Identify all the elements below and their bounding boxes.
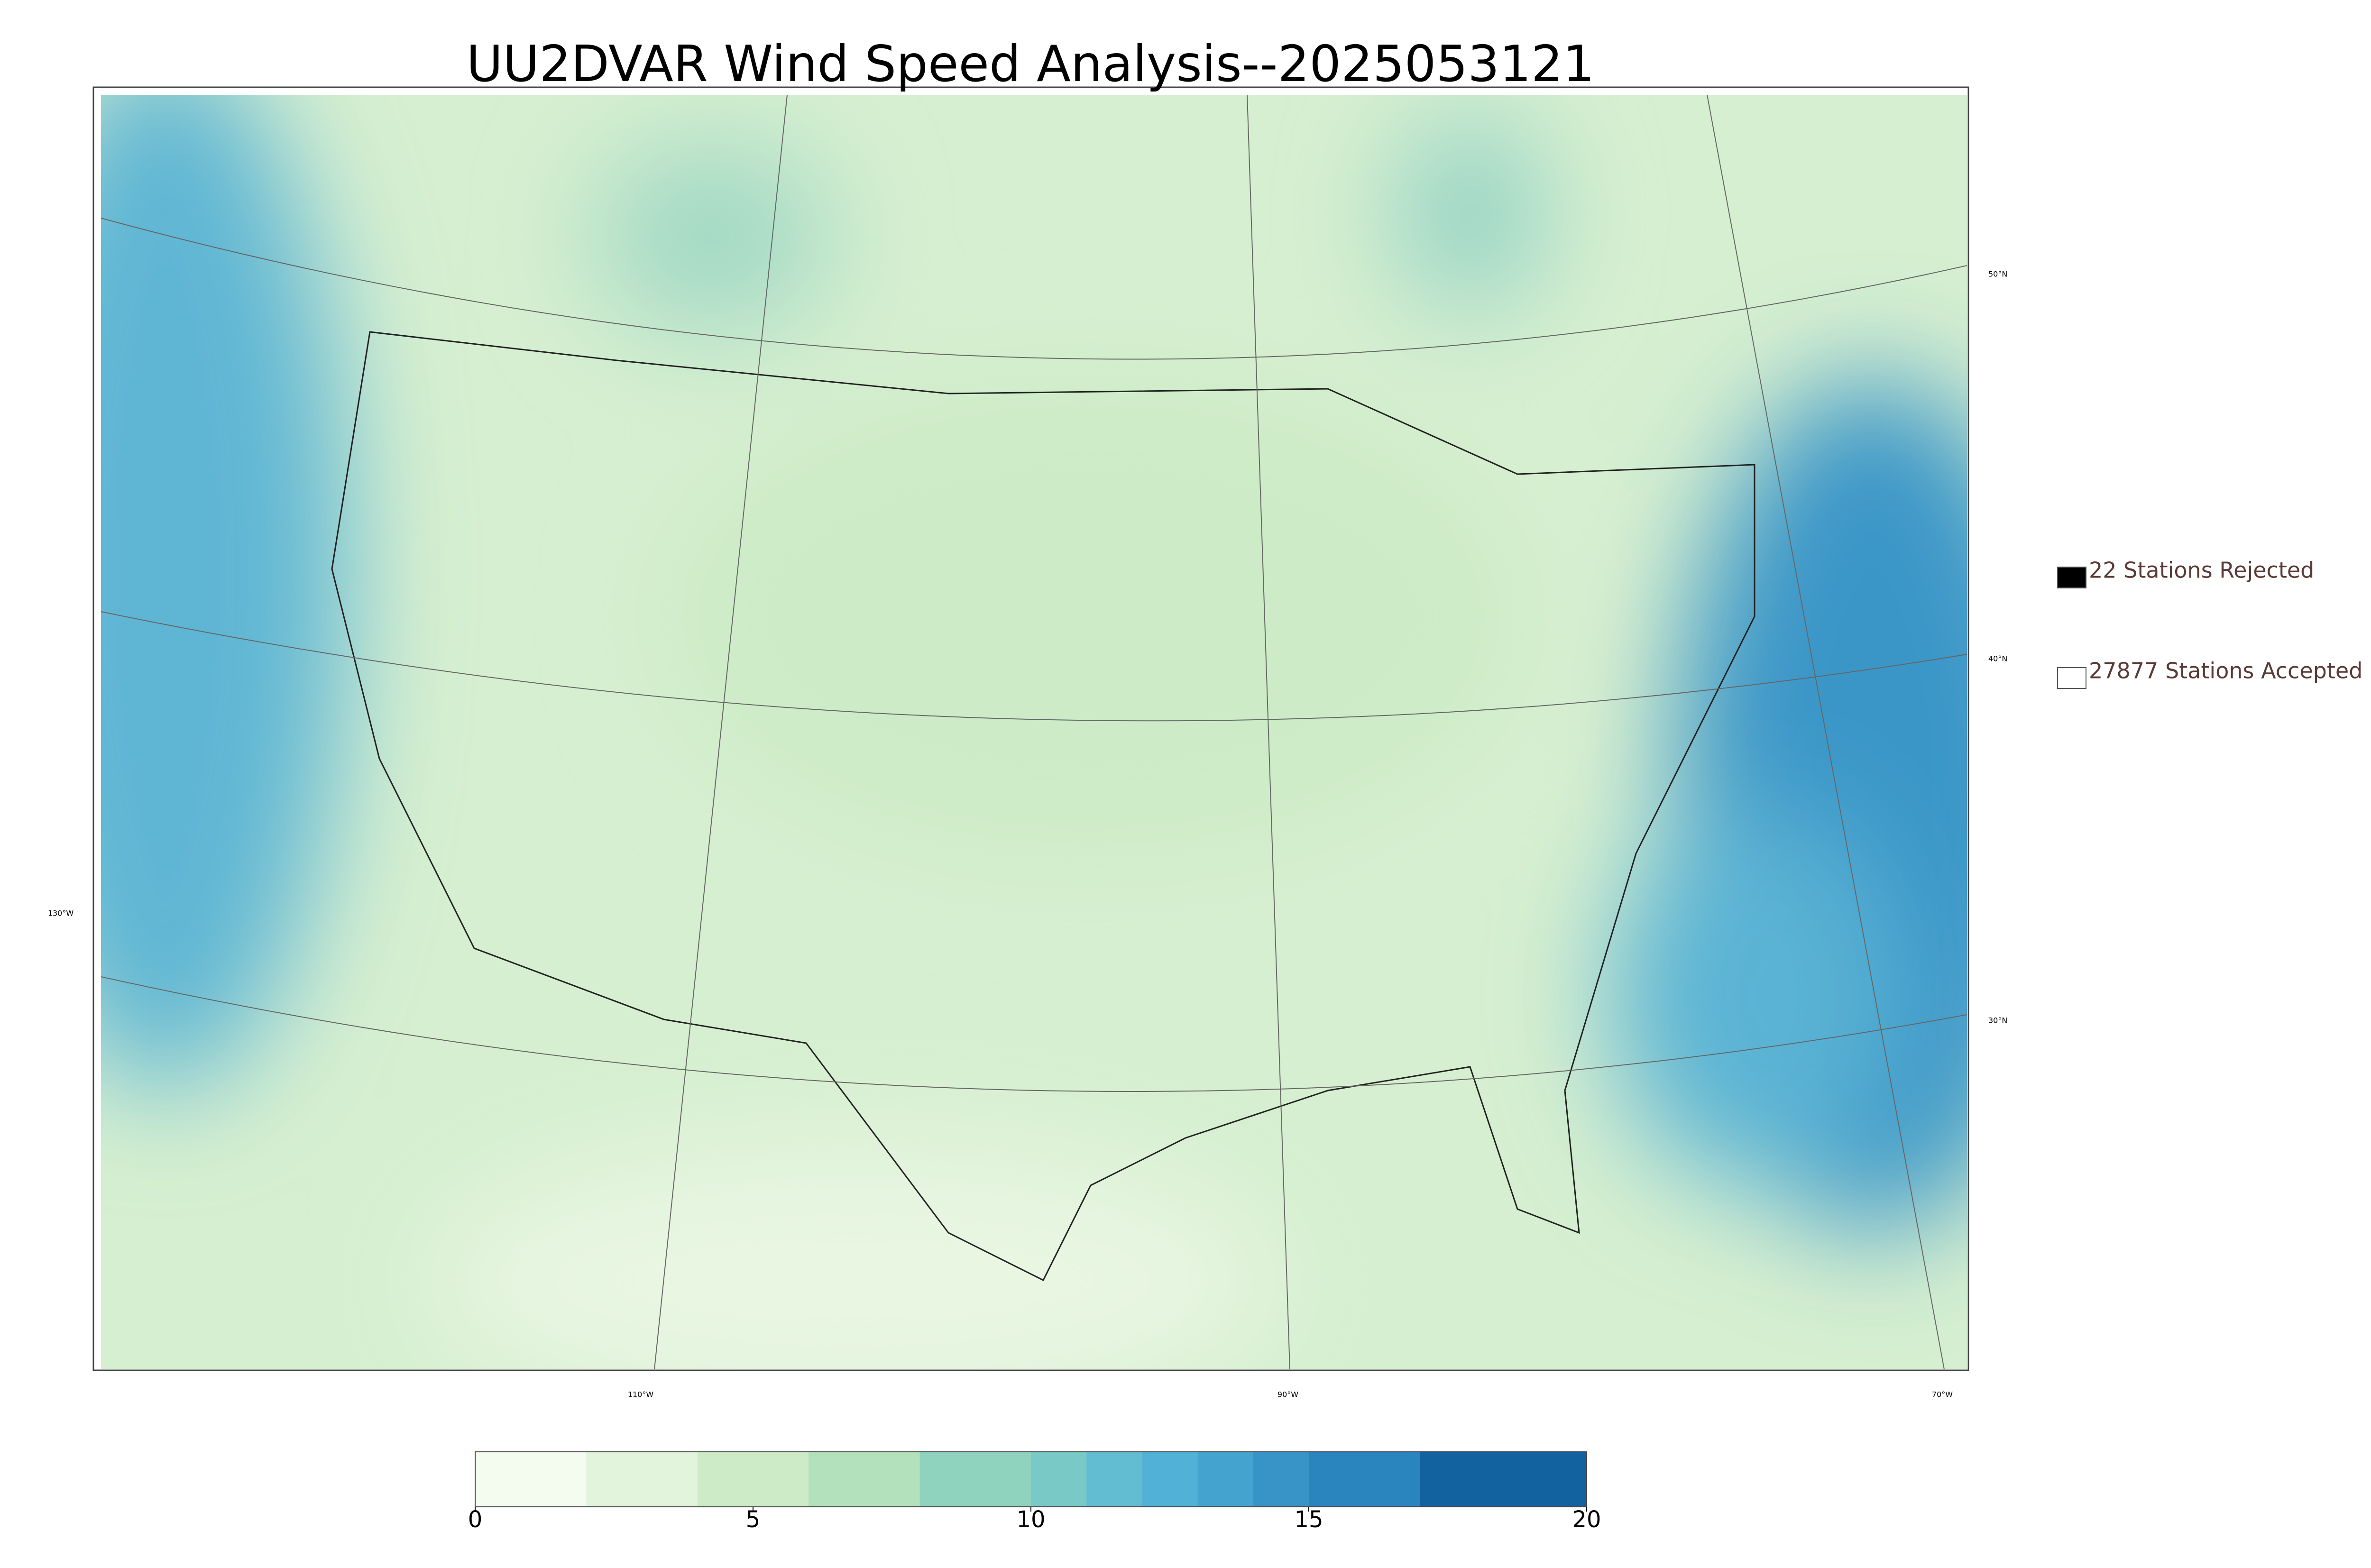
colorbar-bin [1142,1452,1198,1507]
colorbar-bin [1086,1452,1142,1507]
legend-swatch [2057,667,2086,689]
colorbar-bin [475,1452,587,1507]
colorbar-bin [919,1452,1031,1507]
colorbar-bin [1197,1452,1254,1507]
longitude-label: 110°W [628,1390,654,1399]
colorbar-tick-label: 20 [1572,1506,1601,1533]
longitude-label: 130°W [48,909,74,918]
colorbar-bin [697,1452,809,1507]
title: UU2DVAR Wind Speed Analysis--2025053121 [466,35,1594,93]
map [92,86,1969,1371]
colorbar-bin [586,1452,698,1507]
colorbar-tick-label: 15 [1294,1506,1323,1533]
longitude-label: 70°W [1932,1390,1953,1399]
latitude-label: 50°N [1988,270,2007,279]
latitude-label: 30°N [1988,1016,2007,1025]
colorbar-bin [1309,1452,1420,1507]
longitude-label: 90°W [1277,1390,1298,1399]
legend-label: 27877 Stations Accepted [2089,658,2362,684]
graticule-labels: 50°N 40°N 30°N 130°W 110°W 90°W 70°W [48,270,2008,1399]
colorbar-tick-label: 5 [746,1506,761,1533]
colorbar-tick-label: 10 [1016,1506,1045,1533]
colorbar: 0 5 10 15 20 [468,1451,1601,1533]
latitude-label: 40°N [1988,654,2007,663]
colorbar-bin [1253,1452,1309,1507]
colorbar-bin [1031,1452,1087,1507]
legend-swatch [2057,567,2086,588]
legend-label: 22 Stations Rejected [2089,558,2314,583]
colorbar-tick-label: 0 [468,1506,483,1533]
colorbar-bin [809,1452,920,1507]
legend: 22 Stations Rejected 27877 Stations Accep… [2057,558,2362,689]
colorbar-bin [1420,1452,1587,1507]
